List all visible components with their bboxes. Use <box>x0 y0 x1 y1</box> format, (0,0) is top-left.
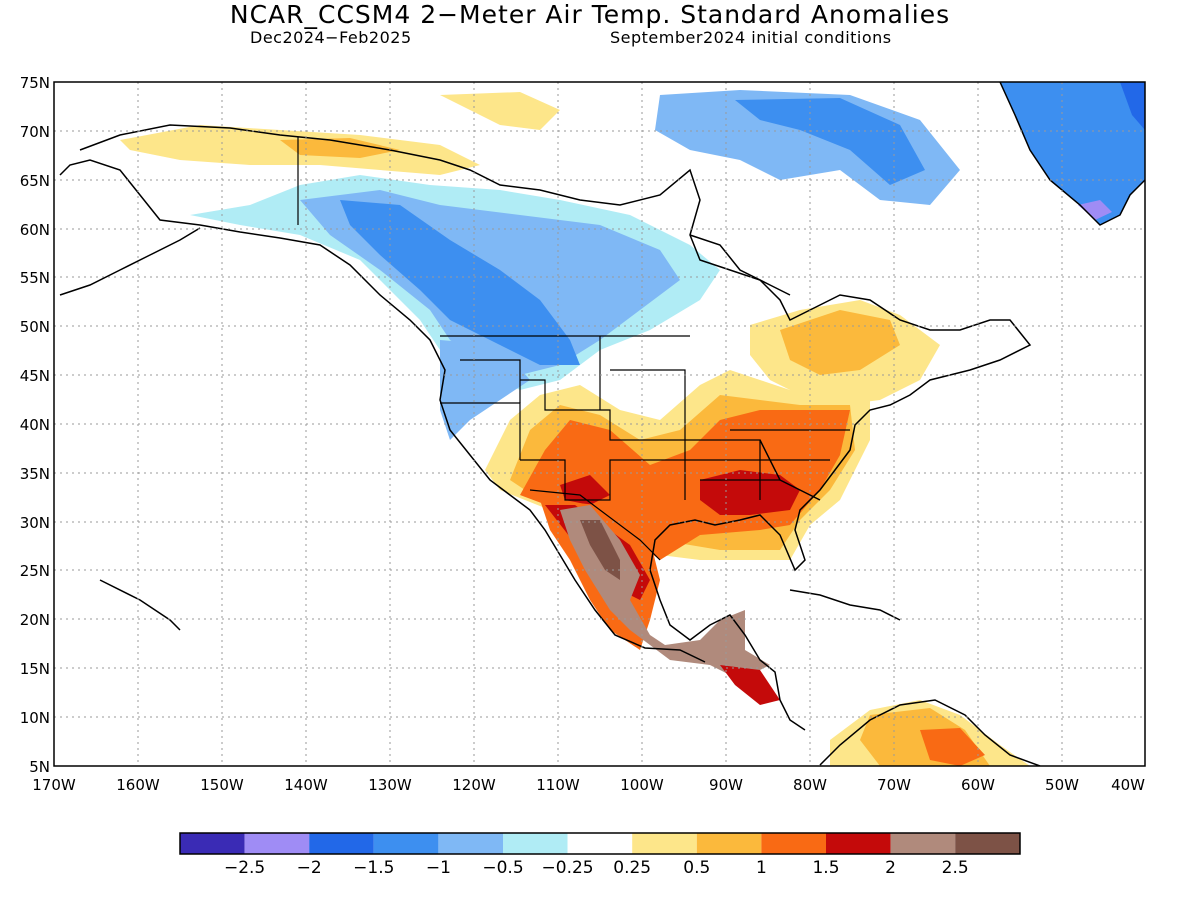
anomaly-shading <box>120 82 1145 766</box>
colorbar-label: 0.5 <box>683 858 710 878</box>
longitude-axis: 170W 160W 150W 140W 130W 120W 110W 100W … <box>32 776 1145 794</box>
colorbar-swatch <box>373 833 439 854</box>
lat-tick-label: 75N <box>20 74 50 92</box>
gulf-coast-very-warm <box>700 470 800 515</box>
colorbar-swatch <box>244 833 310 854</box>
colorbar-label: −1 <box>426 858 451 878</box>
greenland-strong-cold <box>1120 82 1145 130</box>
colorbar-swatch <box>890 833 956 854</box>
lon-tick-label: 150W <box>200 776 244 794</box>
colorbar-label: 0.25 <box>613 858 651 878</box>
lon-tick-label: 60W <box>961 776 995 794</box>
colorbar: −2.5 −2 −1.5 −1 −0.5 −0.25 0.25 0.5 1 1.… <box>179 832 1021 878</box>
map-title: NCAR_CCSM4 2−Meter Air Temp. Standard An… <box>229 0 951 29</box>
lat-tick-label: 25N <box>20 562 50 580</box>
colorbar-label: 2 <box>885 858 896 878</box>
mexico-extreme-core <box>580 520 620 580</box>
lat-tick-label: 70N <box>20 123 50 141</box>
lon-tick-label: 100W <box>620 776 664 794</box>
greenland-cold-anomaly <box>1000 82 1145 225</box>
lat-tick-label: 20N <box>20 611 50 629</box>
lat-tick-label: 15N <box>20 660 50 678</box>
lat-tick-label: 40N <box>20 416 50 434</box>
lon-tick-label: 50W <box>1045 776 1079 794</box>
arctic-strong-cold <box>735 98 925 185</box>
south-america-strong-warm <box>920 728 985 766</box>
colorbar-swatch <box>632 833 697 854</box>
lon-tick-label: 110W <box>536 776 580 794</box>
lon-tick-label: 90W <box>709 776 743 794</box>
lat-tick-label: 50N <box>20 318 50 336</box>
arctic-coast-warm <box>440 92 560 130</box>
initial-conditions-label: September2024 initial conditions <box>610 28 892 47</box>
lat-tick-label: 45N <box>20 367 50 385</box>
latitude-axis: 75N 70N 65N 60N 55N 50N 45N 40N 35N 30N … <box>20 74 50 776</box>
lat-tick-label: 35N <box>20 465 50 483</box>
lat-tick-label: 60N <box>20 221 50 239</box>
colorbar-outline <box>179 832 1021 855</box>
colorbar-label: −2 <box>297 858 322 878</box>
colorbar-label: 1.5 <box>812 858 839 878</box>
colorbar-label: −0.5 <box>482 858 523 878</box>
lon-tick-label: 160W <box>116 776 160 794</box>
season-label: Dec2024−Feb2025 <box>250 28 412 47</box>
map-frame <box>53 81 1146 767</box>
colorbar-label: 2.5 <box>942 858 969 878</box>
colorbar-label: −2.5 <box>224 858 265 878</box>
colorbar-label: 1 <box>756 858 767 878</box>
lon-tick-label: 70W <box>877 776 911 794</box>
beaufort-warm <box>280 138 400 158</box>
lon-tick-label: 130W <box>368 776 412 794</box>
lat-tick-label: 5N <box>29 758 50 776</box>
colorbar-swatch <box>761 833 826 854</box>
lat-tick-label: 30N <box>20 514 50 532</box>
colorbar-swatch <box>503 833 568 854</box>
colorbar-label: −1.5 <box>353 858 394 878</box>
colorbar-swatch <box>696 833 762 854</box>
lon-tick-label: 170W <box>32 776 76 794</box>
colorbar-swatch <box>438 833 503 854</box>
lat-tick-label: 10N <box>20 709 50 727</box>
lon-tick-label: 120W <box>452 776 496 794</box>
greenland-coldest <box>1078 200 1112 220</box>
colorbar-swatch <box>567 833 633 854</box>
colorbar-swatch <box>309 833 374 854</box>
canada-strong-cold <box>340 200 580 365</box>
colorbar-swatch <box>826 833 891 854</box>
lat-tick-label: 65N <box>20 172 50 190</box>
political-borders <box>297 137 850 561</box>
northwest-us-cold <box>440 340 530 440</box>
lon-tick-label: 40W <box>1111 776 1145 794</box>
texas-very-warm <box>560 475 610 505</box>
colorbar-swatch <box>955 833 1020 854</box>
graticule <box>54 82 1145 766</box>
colorbar-swatch <box>180 833 245 854</box>
lon-tick-label: 140W <box>284 776 328 794</box>
lon-tick-label: 80W <box>793 776 827 794</box>
colorbar-label: −0.25 <box>542 858 594 878</box>
lat-tick-label: 55N <box>20 269 50 287</box>
central-america-very-warm <box>720 665 780 705</box>
